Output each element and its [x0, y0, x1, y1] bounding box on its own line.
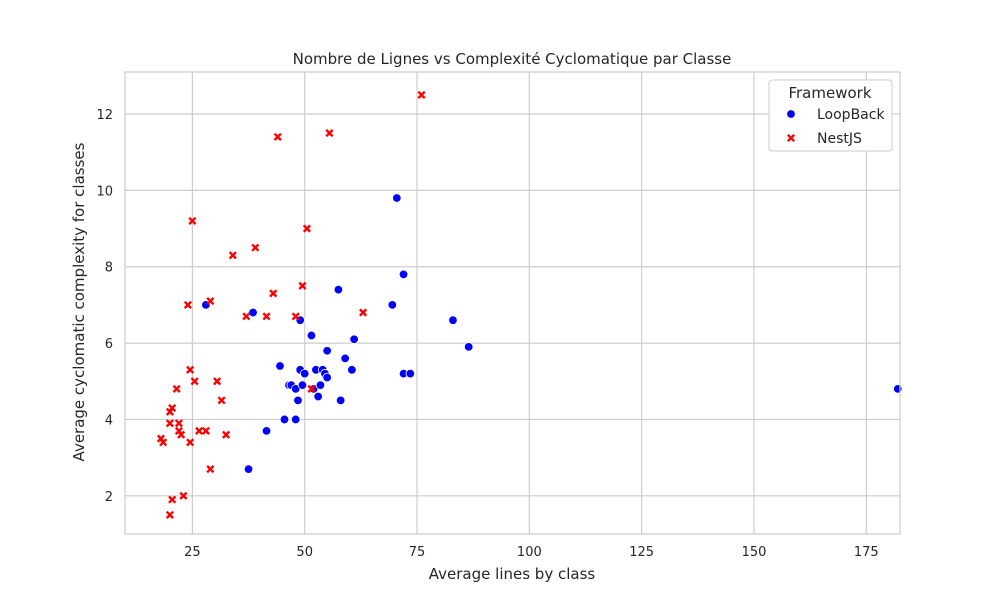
data-point	[228, 251, 237, 260]
plot-frame	[124, 71, 901, 535]
y-tick-labels: 2 4 6 8 10 12	[96, 108, 113, 505]
series-nestjs	[156, 90, 426, 519]
data-point	[168, 495, 177, 504]
data-point	[242, 312, 251, 321]
y-tick-label: 8	[105, 261, 113, 276]
data-point	[172, 384, 181, 393]
x-tick-label: 150	[742, 545, 767, 560]
y-tick-label: 6	[105, 337, 113, 352]
data-point	[387, 300, 398, 310]
data-point	[168, 403, 177, 413]
y-tick-label: 10	[96, 184, 113, 199]
data-point	[340, 353, 350, 364]
data-point	[291, 414, 301, 425]
data-point	[206, 297, 215, 306]
data-points	[156, 90, 903, 519]
data-point	[165, 510, 174, 519]
x-tick-label: 100	[517, 545, 542, 560]
data-point	[417, 90, 426, 99]
data-point	[398, 269, 409, 280]
data-point	[298, 281, 307, 290]
legend-entry-nestjs: NestJS	[786, 131, 862, 147]
data-point	[262, 312, 271, 321]
x-tick-label: 50	[296, 545, 313, 560]
chart-title: Nombre de Lignes vs Complexité Cyclomati…	[293, 50, 732, 68]
data-point	[322, 372, 332, 383]
data-point	[275, 361, 285, 371]
data-point	[179, 491, 188, 500]
y-tick-label: 2	[105, 490, 113, 505]
data-point	[325, 129, 334, 138]
data-point	[313, 391, 323, 402]
data-point	[392, 193, 402, 203]
data-point	[186, 365, 195, 374]
data-point	[188, 216, 197, 225]
legend-entry-loopback: LoopBack	[786, 107, 885, 123]
data-point	[273, 132, 282, 141]
legend: Framework LoopBack NestJS	[768, 79, 893, 152]
data-point	[893, 384, 903, 394]
data-point	[195, 426, 204, 435]
data-point	[269, 289, 278, 298]
data-point	[405, 368, 415, 379]
x-tick-label: 25	[184, 545, 201, 560]
data-point	[349, 334, 359, 344]
data-point	[300, 368, 310, 379]
data-point	[186, 438, 195, 447]
data-point	[291, 312, 300, 321]
data-point	[243, 464, 254, 474]
data-point	[359, 308, 368, 317]
data-point	[217, 396, 226, 405]
data-point	[183, 300, 192, 309]
data-point	[307, 384, 316, 393]
data-point	[315, 380, 326, 390]
data-point	[206, 465, 215, 474]
data-point	[165, 419, 174, 428]
legend-marker	[786, 109, 796, 119]
data-point	[448, 315, 458, 325]
data-point	[302, 224, 312, 233]
x-tick-label: 75	[409, 545, 426, 560]
x-tick-label: 125	[629, 545, 654, 560]
data-point	[201, 426, 210, 435]
x-tick-label: 175	[854, 545, 879, 560]
data-point	[159, 438, 168, 447]
data-point	[322, 346, 332, 356]
y-tick-label: 12	[96, 108, 113, 123]
data-point	[279, 414, 290, 425]
y-tick-label: 4	[105, 413, 113, 428]
data-point	[463, 342, 474, 352]
data-point	[306, 330, 317, 341]
data-point	[222, 430, 231, 439]
x-tick-labels: 25 50 75 100 125 150 175	[184, 545, 879, 560]
legend-marker	[786, 133, 796, 143]
data-point	[335, 395, 346, 406]
y-axis-title: Average cyclomatic complexity for classe…	[70, 142, 88, 461]
grid-lines	[125, 72, 900, 534]
data-point	[190, 377, 199, 386]
data-point	[293, 395, 303, 406]
data-point	[248, 307, 258, 318]
data-point	[261, 426, 272, 436]
data-point	[347, 365, 357, 375]
data-point	[213, 377, 222, 386]
data-point	[251, 243, 260, 252]
legend-title: Framework	[788, 84, 871, 102]
data-point	[333, 284, 344, 295]
data-point	[177, 430, 186, 439]
data-point	[297, 380, 308, 390]
legend-label: NestJS	[817, 131, 862, 147]
legend-label: LoopBack	[817, 107, 885, 123]
series-loopback	[201, 193, 903, 474]
x-axis-title: Average lines by class	[429, 565, 596, 583]
data-point	[174, 419, 183, 428]
legend-box	[768, 79, 893, 152]
